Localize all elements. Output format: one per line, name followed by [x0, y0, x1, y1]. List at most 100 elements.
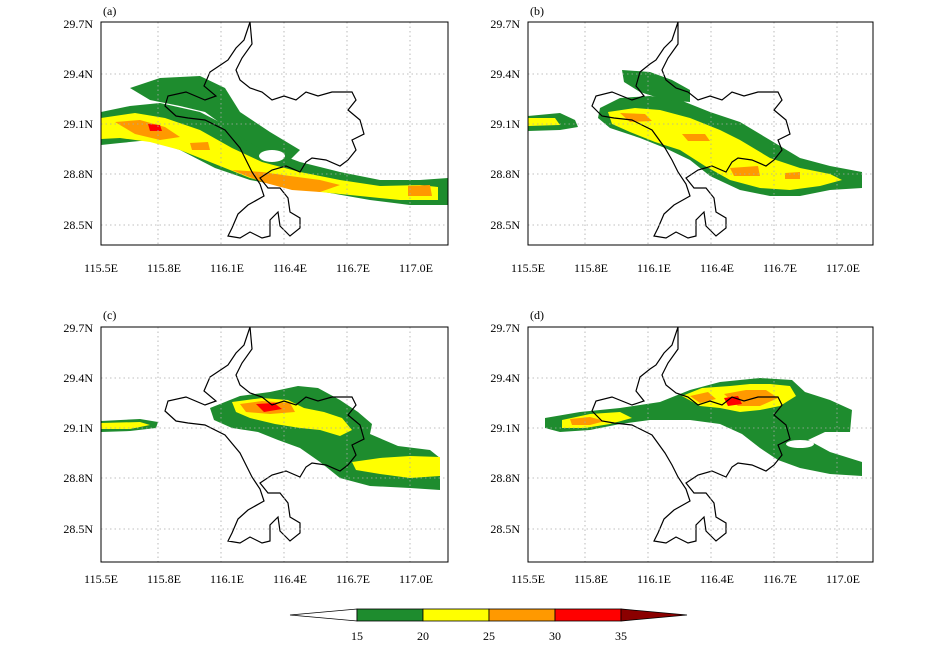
panel-b-shading	[528, 22, 862, 239]
panel-d: (d) 29.7N 29.4N 29.1N 28.8N 28.5N 115.5E…	[490, 308, 874, 586]
panel-b-coastline	[591, 22, 791, 239]
colorbar-high-triangle	[620, 608, 688, 622]
tick-label: 116.4E	[273, 261, 307, 275]
panel-a-gap	[259, 150, 285, 162]
colorbar-label: 20	[417, 629, 429, 643]
tick-label: 116.7E	[763, 261, 797, 275]
panel-c-label: (c)	[103, 308, 116, 322]
tick-label: 116.7E	[336, 572, 370, 586]
panel-c-frame	[100, 326, 449, 563]
panel-d-contour-orange	[570, 390, 778, 425]
panel-a-contour-yellow	[101, 113, 438, 200]
tick-label: 116.1E	[210, 572, 244, 586]
colorbar-segment	[356, 608, 424, 622]
tick-label: 29.4N	[63, 67, 93, 81]
tick-label: 117.0E	[399, 572, 433, 586]
tick-label: 116.4E	[273, 572, 307, 586]
panel-a-coastline	[164, 22, 365, 239]
colorbar-label: 25	[483, 629, 495, 643]
panel-a-label: (a)	[103, 4, 116, 18]
tick-label: 116.1E	[637, 261, 671, 275]
tick-label: 28.8N	[63, 167, 93, 181]
panel-a-grid	[101, 22, 448, 245]
tick-label: 29.4N	[490, 67, 520, 81]
tick-label: 29.1N	[490, 421, 520, 435]
panel-a-xticks: 115.5E 115.8E 116.1E 116.4E 116.7E 117.0…	[84, 261, 433, 275]
panel-d-coastline	[591, 327, 791, 544]
panel-a-shading	[101, 22, 448, 239]
tick-label: 29.7N	[490, 321, 520, 335]
panel-c: (c) 29.7N 29.4N 29.1N 28.8N 28.5N 115.5E…	[63, 308, 449, 586]
tick-label: 115.5E	[84, 261, 118, 275]
panel-b-label: (b)	[530, 4, 544, 18]
panel-a-contour-green-north	[130, 76, 300, 160]
colorbar-label: 30	[549, 629, 561, 643]
panel-b-contour-green-north	[622, 70, 690, 102]
panel-a: (a) 29.7N 29.4N 29.1N 28.8N 28.5N 115.5E…	[63, 4, 449, 275]
panel-c-contour-red	[256, 403, 282, 412]
tick-label: 29.4N	[490, 371, 520, 385]
tick-label: 115.5E	[511, 261, 545, 275]
tick-label: 29.7N	[63, 17, 93, 31]
panel-d-shading	[545, 327, 862, 544]
tick-label: 115.8E	[147, 572, 181, 586]
tick-label: 116.7E	[336, 261, 370, 275]
tick-label: 115.5E	[511, 572, 545, 586]
panel-d-frame	[527, 326, 874, 563]
colorbar-segment	[554, 608, 622, 622]
panel-d-grid	[528, 327, 873, 562]
panel-c-grid	[101, 327, 448, 562]
panel-a-contour-orange	[115, 120, 432, 196]
panel-b-frame	[527, 21, 874, 246]
panel-c-contour-yellow	[101, 398, 440, 478]
tick-label: 116.1E	[210, 261, 244, 275]
tick-label: 29.4N	[63, 371, 93, 385]
tick-label: 115.8E	[574, 261, 608, 275]
tick-label: 115.8E	[574, 572, 608, 586]
tick-label: 28.8N	[490, 471, 520, 485]
panel-c-shading	[101, 327, 440, 544]
panel-d-gap	[786, 440, 814, 448]
panel-c-xticks: 115.5E 115.8E 116.1E 116.4E 116.7E 117.0…	[84, 572, 433, 586]
panel-c-yticks: 29.7N 29.4N 29.1N 28.8N 28.5N	[63, 321, 93, 536]
colorbar-low-triangle	[289, 608, 358, 622]
panel-b-contour-orange	[620, 113, 800, 179]
tick-label: 29.1N	[490, 117, 520, 131]
tick-label: 115.8E	[147, 261, 181, 275]
colorbar-label: 35	[615, 629, 627, 643]
colorbar: 15 20 25 30 35	[289, 608, 688, 643]
panel-b-contour-yellow	[528, 108, 842, 190]
colorbar-segment	[422, 608, 490, 622]
panel-c-coastline	[164, 327, 365, 544]
tick-label: 29.1N	[63, 421, 93, 435]
colorbar-labels: 15 20 25 30 35	[351, 629, 627, 643]
tick-label: 28.8N	[490, 167, 520, 181]
tick-label: 29.7N	[63, 321, 93, 335]
tick-label: 29.1N	[63, 117, 93, 131]
panel-d-xticks: 115.5E 115.8E 116.1E 116.4E 116.7E 117.0…	[511, 572, 860, 586]
tick-label: 116.4E	[700, 572, 734, 586]
tick-label: 117.0E	[399, 261, 433, 275]
panel-b: (b) 29.7N 29.4N 29.1N 28.8N 28.5N 115.5E…	[490, 4, 874, 275]
panel-a-frame	[100, 21, 449, 246]
panel-b-xticks: 115.5E 115.8E 116.1E 116.4E 116.7E 117.0…	[511, 261, 860, 275]
tick-label: 28.5N	[490, 522, 520, 536]
panel-b-yticks: 29.7N 29.4N 29.1N 28.8N 28.5N	[490, 17, 520, 232]
tick-label: 117.0E	[826, 261, 860, 275]
tick-label: 28.5N	[490, 218, 520, 232]
colorbar-label: 15	[351, 629, 363, 643]
tick-label: 117.0E	[826, 572, 860, 586]
tick-label: 116.1E	[637, 572, 671, 586]
tick-label: 28.5N	[63, 218, 93, 232]
panel-a-yticks: 29.7N 29.4N 29.1N 28.8N 28.5N	[63, 17, 93, 232]
panel-b-grid	[528, 22, 873, 245]
tick-label: 28.8N	[63, 471, 93, 485]
tick-label: 29.7N	[490, 17, 520, 31]
panel-d-label: (d)	[530, 308, 544, 322]
tick-label: 115.5E	[84, 572, 118, 586]
colorbar-segment	[488, 608, 556, 622]
tick-label: 116.4E	[700, 261, 734, 275]
panel-a-contour-red	[148, 124, 162, 131]
tick-label: 28.5N	[63, 522, 93, 536]
